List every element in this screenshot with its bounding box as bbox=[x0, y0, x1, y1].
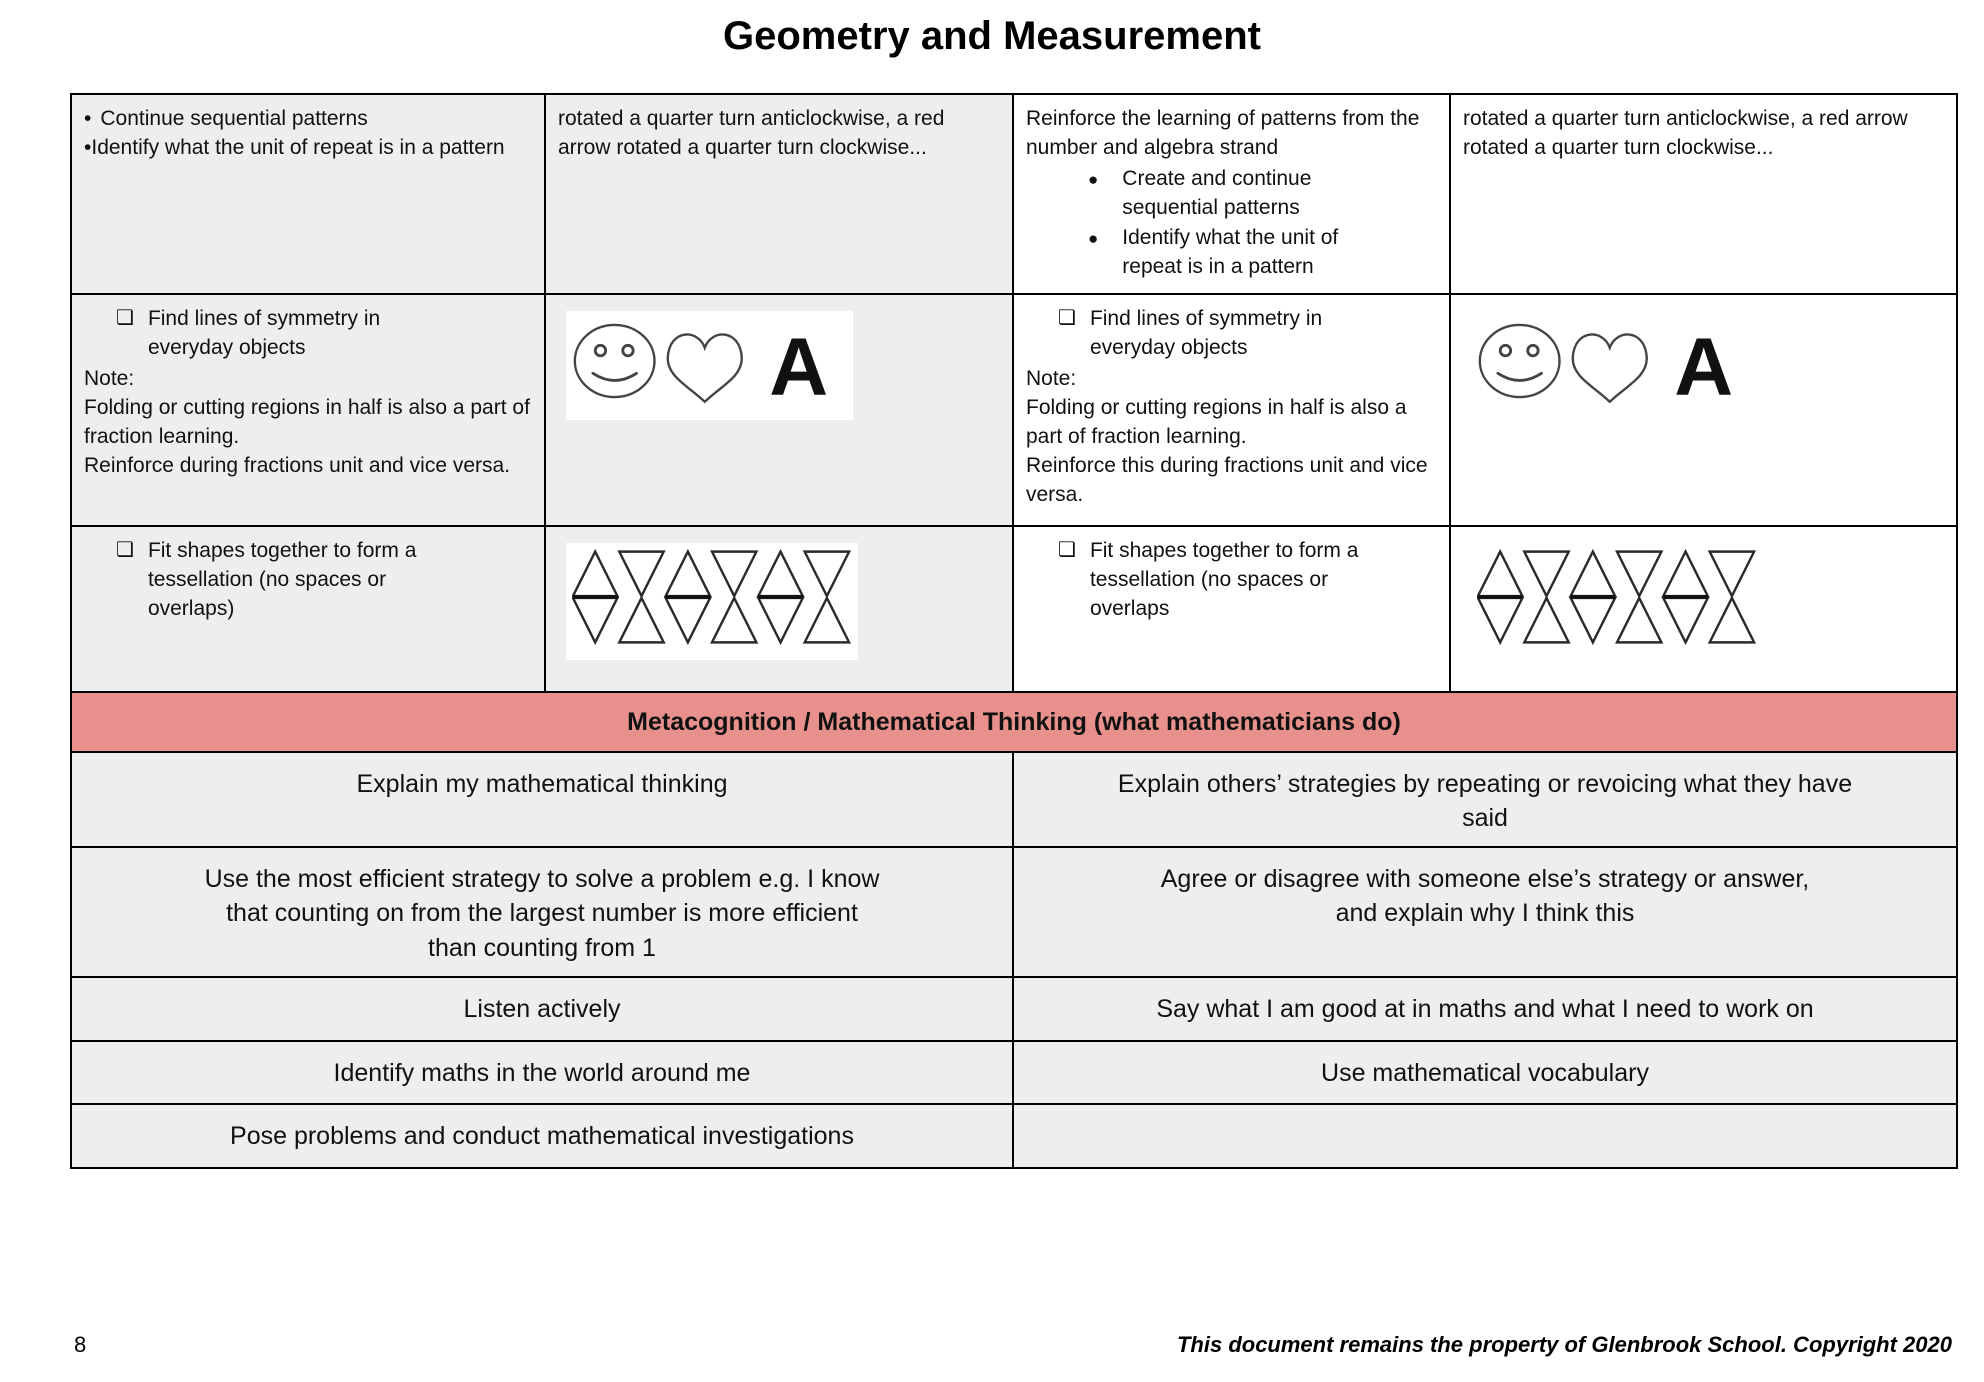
meta-cell-left: Listen actively bbox=[70, 975, 1014, 1042]
cell-tessellation-objectives: ❏ Fit shapes together to form a tessella… bbox=[70, 524, 546, 693]
meta-row-5: Pose problems and conduct mathematical i… bbox=[70, 1102, 1958, 1169]
note-label: Note: bbox=[1026, 366, 1077, 390]
tessellation-image-box bbox=[1471, 542, 1763, 660]
note-text: Folding or cutting regions in half is al… bbox=[84, 395, 530, 448]
meta-text: Say what I am good at in maths and what … bbox=[1156, 994, 1814, 1023]
cell-patterns-objectives: • Continue sequential patterns •Identify… bbox=[70, 93, 546, 295]
note-text: Reinforce during fractions unit and vice… bbox=[84, 453, 511, 477]
meta-row-1: Explain my mathematical thinking Explain… bbox=[70, 750, 1958, 848]
checkbox-text: Find lines of symmetry in everyday objec… bbox=[1089, 306, 1323, 359]
smiley-icon bbox=[573, 323, 656, 399]
bullet-item: ● Identify what the unit of repeat is in… bbox=[1088, 224, 1437, 282]
meta-text: Listen actively bbox=[463, 994, 621, 1023]
cell-patterns-reinforce: Reinforce the learning of patterns from … bbox=[1012, 93, 1451, 295]
checkbox-text: Fit shapes together to form a tessellati… bbox=[1089, 538, 1359, 620]
meta-text: Explain my mathematical thinking bbox=[356, 769, 728, 798]
checkbox-icon: ❏ bbox=[1058, 538, 1076, 561]
letter-a-icon: A bbox=[769, 322, 828, 413]
tessellation-image-box bbox=[566, 542, 858, 660]
page-title: Geometry and Measurement bbox=[723, 14, 1261, 58]
bullet-text: Continue sequential patterns bbox=[100, 107, 368, 130]
meta-text: Use mathematical vocabulary bbox=[1321, 1058, 1649, 1087]
bullet-item: ● Create and continue sequential pattern… bbox=[1088, 165, 1437, 223]
meta-text: said bbox=[1462, 804, 1508, 833]
cell-symmetry-image: A bbox=[544, 292, 1014, 527]
meta-row-4: Identify maths in the world around me Us… bbox=[70, 1039, 1958, 1105]
cell-tessellation-objectives-2: ❏ Fit shapes together to form a tessella… bbox=[1012, 524, 1451, 693]
symmetry-image-box: A bbox=[566, 310, 853, 420]
meta-text: than counting from 1 bbox=[428, 933, 656, 962]
cell-text: rotated a quarter turn anticlockwise, a … bbox=[558, 107, 945, 159]
row-patterns: • Continue sequential patterns •Identify… bbox=[70, 93, 1958, 295]
cell-symmetry-objectives: ❏ Find lines of symmetry in everyday obj… bbox=[70, 292, 546, 527]
bullet-icon: ● bbox=[1088, 169, 1099, 189]
bullet-icon: ● bbox=[1088, 228, 1099, 248]
checkbox-item: ❏ Find lines of symmetry in everyday obj… bbox=[1058, 305, 1437, 363]
tessellation-icon bbox=[571, 548, 852, 645]
meta-text: and explain why I think this bbox=[1335, 899, 1635, 928]
cell-tessellation-image-2 bbox=[1449, 524, 1958, 693]
svg-text:A: A bbox=[769, 322, 828, 407]
meta-text: Agree or disagree with someone else’s st… bbox=[1160, 864, 1810, 893]
meta-cell-right: Agree or disagree with someone else’s st… bbox=[1012, 845, 1958, 978]
meta-cell-right: Say what I am good at in maths and what … bbox=[1012, 975, 1958, 1042]
note-text: Reinforce this during fractions unit and… bbox=[1026, 453, 1428, 506]
curriculum-table: • Continue sequential patterns •Identify… bbox=[70, 93, 1958, 1169]
bullet-text: Identify what the unit of repeat is in a… bbox=[91, 135, 505, 159]
meta-row-3: Listen actively Say what I am good at in… bbox=[70, 975, 1958, 1042]
sub-bullet-list: ● Create and continue sequential pattern… bbox=[1088, 165, 1437, 282]
cell-patterns-example: rotated a quarter turn anticlockwise, a … bbox=[544, 93, 1014, 295]
meta-text: that counting on from the largest number… bbox=[226, 899, 858, 928]
smiley-icon bbox=[1478, 323, 1561, 399]
row-tessellation: ❏ Fit shapes together to form a tessella… bbox=[70, 524, 1958, 693]
meta-cell-right: Explain others’ strategies by repeating … bbox=[1012, 750, 1958, 848]
bullet-text: Create and continue sequential patterns bbox=[1122, 166, 1312, 219]
letter-a-icon: A bbox=[1674, 322, 1733, 413]
meta-cell-right: Use mathematical vocabulary bbox=[1012, 1039, 1958, 1105]
checkbox-item: ❏ Fit shapes together to form a tessella… bbox=[1058, 537, 1437, 624]
cell-tessellation-image bbox=[544, 524, 1014, 693]
tessellation-icon bbox=[1476, 548, 1757, 645]
cell-symmetry-image-2: A bbox=[1449, 292, 1958, 527]
symmetry-examples-graphic: A bbox=[573, 322, 828, 413]
note-label: Note: bbox=[84, 366, 135, 390]
row-symmetry: ❏ Find lines of symmetry in everyday obj… bbox=[70, 292, 1958, 527]
svg-text:A: A bbox=[1674, 322, 1733, 407]
bullet-item: • Continue sequential patterns bbox=[84, 105, 532, 134]
bullet-item: •Identify what the unit of repeat is in … bbox=[84, 134, 532, 163]
meta-cell-left: Pose problems and conduct mathematical i… bbox=[70, 1102, 1014, 1169]
checkbox-icon: ❏ bbox=[1058, 306, 1076, 329]
checkbox-text: Find lines of symmetry in everyday objec… bbox=[147, 306, 381, 359]
meta-row-2: Use the most efficient strategy to solve… bbox=[70, 845, 1958, 978]
meta-text: Use the most efficient strategy to solve… bbox=[204, 864, 880, 893]
cell-text: rotated a quarter turn anticlockwise, a … bbox=[1463, 107, 1908, 159]
meta-cell-right-empty bbox=[1012, 1102, 1958, 1169]
checkbox-icon: ❏ bbox=[116, 306, 134, 329]
checkbox-icon: ❏ bbox=[116, 538, 134, 561]
checkbox-item: ❏ Find lines of symmetry in everyday obj… bbox=[116, 305, 532, 363]
copyright-notice: This document remains the property of Gl… bbox=[1176, 1332, 1952, 1357]
meta-cell-left: Use the most efficient strategy to solve… bbox=[70, 845, 1014, 978]
heart-icon bbox=[1571, 333, 1648, 404]
note-text: Folding or cutting regions in half is al… bbox=[1026, 395, 1407, 448]
bullet-icon: • bbox=[84, 107, 92, 130]
meta-cell-left: Explain my mathematical thinking bbox=[70, 750, 1014, 848]
cell-patterns-example-2: rotated a quarter turn anticlockwise, a … bbox=[1449, 93, 1958, 295]
symmetry-image-box: A bbox=[1471, 310, 1758, 420]
meta-cell-left: Identify maths in the world around me bbox=[70, 1039, 1014, 1105]
checkbox-text: Fit shapes together to form a tessellati… bbox=[147, 538, 417, 620]
bullet-icon: • bbox=[84, 135, 92, 159]
heart-icon bbox=[666, 333, 743, 404]
meta-text: Explain others’ strategies by repeating … bbox=[1117, 769, 1853, 798]
bullet-text: Identify what the unit of repeat is in a… bbox=[1122, 225, 1339, 278]
symmetry-examples-graphic: A bbox=[1478, 322, 1733, 413]
meta-text: Pose problems and conduct mathematical i… bbox=[230, 1121, 854, 1150]
cell-text: Reinforce the learning of patterns from … bbox=[1026, 107, 1420, 159]
page-number: 8 bbox=[74, 1332, 87, 1357]
metacognition-header: Metacognition / Mathematical Thinking (w… bbox=[70, 690, 1958, 753]
meta-text: Identify maths in the world around me bbox=[333, 1058, 751, 1087]
cell-symmetry-objectives-2: ❏ Find lines of symmetry in everyday obj… bbox=[1012, 292, 1451, 527]
checkbox-item: ❏ Fit shapes together to form a tessella… bbox=[116, 537, 532, 624]
row-metacognition-header: Metacognition / Mathematical Thinking (w… bbox=[70, 690, 1958, 753]
